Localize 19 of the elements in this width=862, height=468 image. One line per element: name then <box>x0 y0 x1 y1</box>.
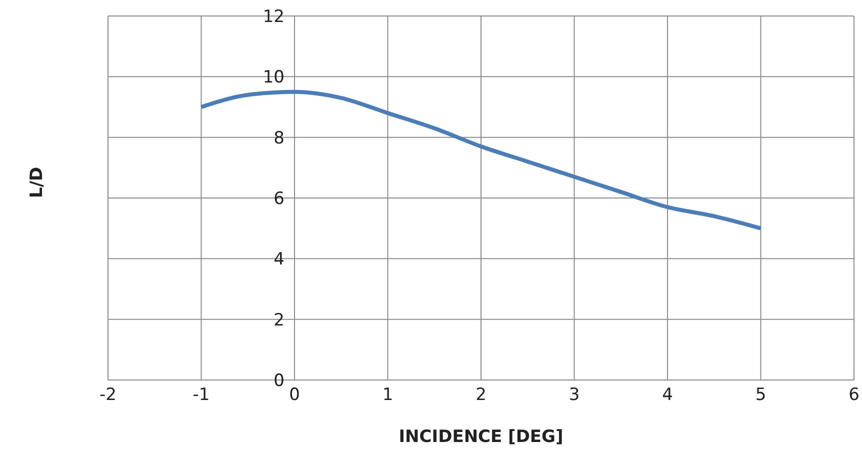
y-tick-label: 0 <box>274 371 284 391</box>
x-tick-label: -1 <box>192 385 210 406</box>
x-tick-label: 4 <box>662 385 673 406</box>
y-tick-label: 6 <box>274 189 284 209</box>
x-tick-label: 6 <box>848 385 860 406</box>
y-axis-title: L/D <box>27 166 48 198</box>
x-tick-label: 0 <box>289 385 300 406</box>
line-series <box>199 90 763 230</box>
x-tick-label: 2 <box>476 385 486 406</box>
x-tick-label: 1 <box>382 385 394 406</box>
y-tick-label: 12 <box>262 7 284 27</box>
y-tick-label: 4 <box>274 250 284 270</box>
x-tick-label: 5 <box>755 385 766 406</box>
x-tick-label: -2 <box>100 385 116 406</box>
x-tick-label: 3 <box>568 385 580 406</box>
y-tick-label: 2 <box>274 310 284 330</box>
y-tick-label: 10 <box>262 68 284 88</box>
x-axis-title: INCIDENCE [DEG] <box>398 427 564 447</box>
y-tick-label: 8 <box>274 128 284 148</box>
